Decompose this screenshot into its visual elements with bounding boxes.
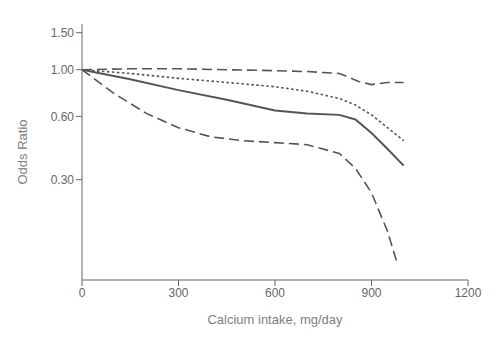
svg-text:600: 600 — [265, 286, 285, 300]
svg-text:Calcium intake, mg/day: Calcium intake, mg/day — [207, 312, 343, 327]
svg-text:0: 0 — [79, 286, 86, 300]
svg-text:0.30: 0.30 — [51, 173, 75, 187]
svg-text:300: 300 — [168, 286, 188, 300]
svg-text:1.00: 1.00 — [51, 63, 75, 77]
svg-text:Odds Ratio: Odds Ratio — [15, 119, 30, 184]
svg-text:900: 900 — [361, 286, 381, 300]
svg-text:1.50: 1.50 — [51, 26, 75, 40]
svg-text:0.60: 0.60 — [51, 110, 75, 124]
svg-text:1200: 1200 — [455, 286, 482, 300]
